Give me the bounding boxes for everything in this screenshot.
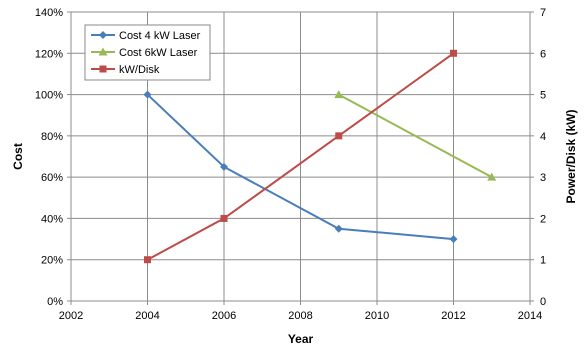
y-left-tick-label: 80% bbox=[41, 131, 63, 143]
series-group bbox=[143, 49, 497, 264]
x-tick-label: 2010 bbox=[365, 310, 389, 322]
x-tick-label: 2004 bbox=[135, 310, 159, 322]
x-tick-label: 2006 bbox=[212, 310, 236, 322]
plot-frame bbox=[70, 11, 531, 302]
x-tick-label: 2008 bbox=[288, 310, 312, 322]
x-tick-label: 2012 bbox=[441, 310, 465, 322]
series-line bbox=[146, 93, 454, 241]
x-axis-title: Year bbox=[288, 332, 314, 346]
series-line bbox=[338, 93, 493, 179]
series-kw-disk bbox=[144, 49, 457, 264]
data-point bbox=[450, 49, 457, 57]
y-left-tick-label: 100% bbox=[35, 90, 63, 102]
y-right-tick-label: 1 bbox=[540, 255, 546, 267]
y-left-tick-label: 140% bbox=[35, 7, 63, 19]
legend-marker bbox=[99, 65, 107, 73]
data-point bbox=[144, 256, 151, 264]
legend-label: kW/Disk bbox=[119, 64, 160, 76]
y-left-tick-label: 0% bbox=[47, 296, 63, 308]
y-right-tick-label: 3 bbox=[540, 172, 546, 184]
legend-marker bbox=[98, 47, 108, 56]
data-point bbox=[220, 214, 228, 222]
legend-label: Cost 6kW Laser bbox=[119, 47, 198, 59]
y-left-tick-label: 60% bbox=[41, 172, 63, 184]
legend: Cost 4 kW Laser Cost 6kW Laser kW/Disk bbox=[84, 24, 211, 81]
y-axis-left-title: Cost bbox=[11, 143, 25, 170]
data-point bbox=[335, 132, 343, 140]
y-left-tick-label: 20% bbox=[41, 255, 63, 267]
data-point bbox=[220, 162, 228, 171]
data-point bbox=[143, 90, 152, 99]
legend-marker bbox=[99, 31, 107, 39]
y-right-tick-label: 5 bbox=[540, 90, 546, 102]
series-line bbox=[147, 52, 455, 261]
data-point bbox=[487, 172, 497, 181]
y-right-tick-label: 2 bbox=[540, 213, 546, 225]
x-tick-label: 2002 bbox=[59, 310, 83, 322]
data-point bbox=[449, 235, 458, 244]
y-right-tick-label: 6 bbox=[540, 48, 546, 60]
x-tick-label: 2014 bbox=[518, 310, 542, 322]
y-left-tick-label: 120% bbox=[35, 48, 63, 60]
y-right-tick-label: 4 bbox=[540, 131, 546, 143]
y-right-tick-label: 7 bbox=[540, 7, 546, 19]
series-cost-4-kw-laser bbox=[143, 90, 458, 244]
data-point bbox=[334, 224, 343, 233]
data-point bbox=[334, 90, 344, 99]
series-cost-6kw-laser bbox=[334, 90, 497, 181]
y-right-tick-label: 0 bbox=[540, 296, 546, 308]
legend-label: Cost 4 kW Laser bbox=[119, 30, 201, 42]
y-left-tick-label: 40% bbox=[41, 213, 63, 225]
y-axis-right-title: Power/Disk (kW) bbox=[564, 109, 578, 203]
